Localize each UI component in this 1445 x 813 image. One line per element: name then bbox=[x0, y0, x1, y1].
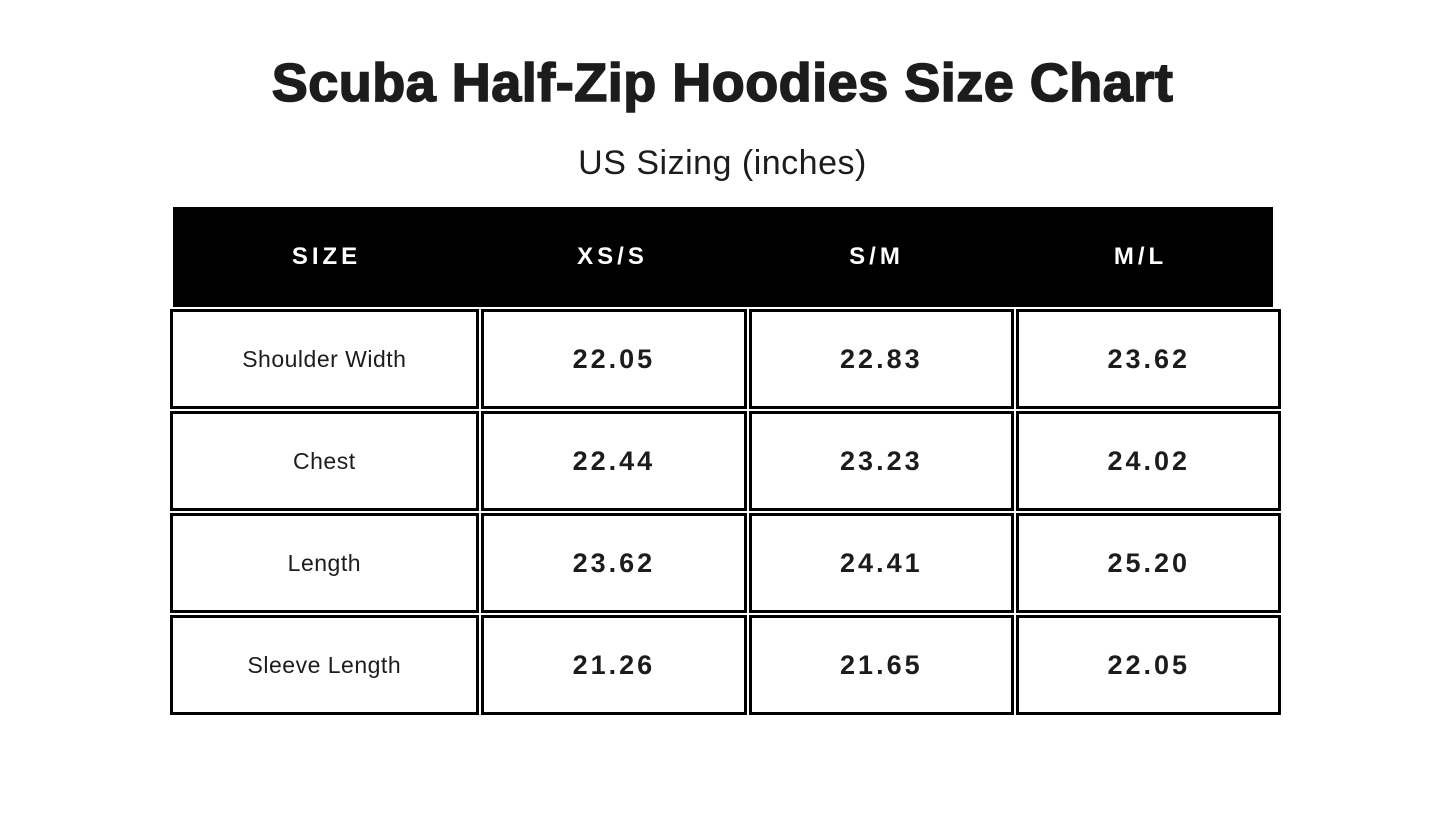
cell-value: 21.26 bbox=[481, 615, 747, 715]
table-row-shoulder-width: Shoulder Width 22.05 22.83 23.62 bbox=[169, 309, 1282, 409]
table-row-chest: Chest 22.44 23.23 24.02 bbox=[169, 411, 1282, 511]
column-header-xs-s: XS/S bbox=[577, 243, 648, 270]
table-row-length: Length 23.62 24.41 25.20 bbox=[169, 513, 1282, 613]
table-header-row: SIZE XS/S S/M M/L bbox=[172, 207, 1273, 307]
cell-value: 21.65 bbox=[748, 615, 1015, 715]
page-subtitle: US Sizing (inches) bbox=[578, 144, 867, 182]
column-header-m-l: M/L bbox=[1113, 243, 1168, 270]
row-label: Shoulder Width bbox=[169, 309, 480, 409]
page-title: Scuba Half-Zip Hoodies Size Chart bbox=[271, 52, 1174, 114]
table-row-sleeve-length: Sleeve Length 21.26 21.65 22.05 bbox=[169, 615, 1282, 715]
cell-value: 23.23 bbox=[748, 411, 1015, 511]
column-header-s-m: S/M bbox=[849, 243, 904, 270]
row-label: Sleeve Length bbox=[169, 615, 480, 715]
cell-value: 24.02 bbox=[1016, 411, 1282, 511]
cell-value: 22.44 bbox=[481, 411, 747, 511]
column-header-size: SIZE bbox=[291, 243, 362, 270]
cell-value: 23.62 bbox=[1016, 309, 1282, 409]
cell-value: 25.20 bbox=[1016, 513, 1282, 613]
row-label: Length bbox=[169, 513, 480, 613]
cell-value: 22.83 bbox=[748, 309, 1015, 409]
cell-value: 22.05 bbox=[481, 309, 747, 409]
cell-value: 23.62 bbox=[481, 513, 747, 613]
row-label: Chest bbox=[169, 411, 480, 511]
table-body: Shoulder Width 22.05 22.83 23.62 Chest 2… bbox=[169, 309, 1282, 715]
size-chart-table: SIZE XS/S S/M M/L Shoulder Width 22.05 2… bbox=[169, 207, 1282, 715]
cell-value: 22.05 bbox=[1016, 615, 1282, 715]
cell-value: 24.41 bbox=[748, 513, 1015, 613]
